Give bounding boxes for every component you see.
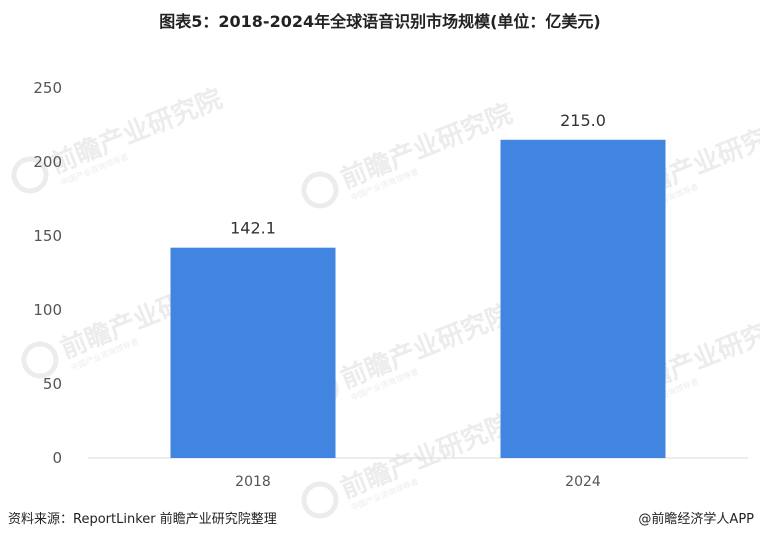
watermark-text: 前瞻产业研究院 [336,408,516,505]
y-tick-label: 250 [33,79,62,97]
bars: 142.1 215.0 [170,111,666,459]
data-label: 142.1 [230,219,276,238]
x-tick-label: 2018 [235,474,271,490]
y-tick-label: 50 [43,375,62,393]
watermark-text: 前瞻产业研究院 [336,298,516,395]
x-axis-ticks: 2018 2024 [235,474,601,490]
y-tick-label: 100 [33,301,62,319]
bar-2024 [500,139,666,459]
y-axis-ticks: 0 50 100 150 200 250 [33,79,62,467]
source-note: 资料来源：ReportLinker 前瞻产业研究院整理 [8,512,277,527]
y-tick-label: 0 [52,449,62,467]
watermark-text: 前瞻产业研究院 [46,83,226,180]
x-tick-label: 2024 [565,474,601,490]
data-label: 215.0 [560,111,606,130]
bar-2018 [170,247,336,458]
brand-credit: @前瞻经济学人APP [638,512,754,527]
watermark-text: 前瞻产业研究院 [336,98,516,195]
chart-title: 图表5：2018-2024年全球语音识别市场规模(单位：亿美元) [159,12,601,31]
y-tick-label: 200 [33,153,62,171]
y-tick-label: 150 [33,227,62,245]
